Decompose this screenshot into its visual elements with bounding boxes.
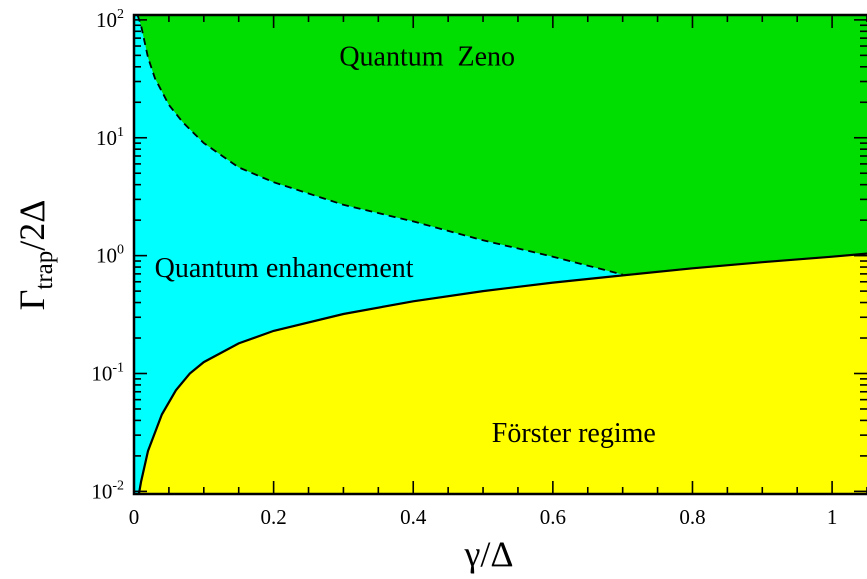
x-tick-label: 0.4 (400, 505, 427, 529)
y-tick-label: 10-2 (91, 478, 124, 503)
region-label: Quantum Zeno (339, 41, 515, 72)
region-label: Förster regime (492, 418, 656, 449)
y-tick-label-exponent: 2 (117, 7, 124, 22)
x-tick-label: 0 (129, 505, 140, 529)
y-tick-label: 102 (96, 7, 124, 32)
region-labels: Quantum Zeno Quantum enhancement Förster r… (155, 41, 656, 448)
y-tick-label-exponent: -1 (112, 361, 124, 376)
x-tick-label: 0.2 (260, 505, 286, 529)
forster-region (138, 253, 867, 494)
x-tick-label: 0.6 (540, 505, 566, 529)
zeno-boundary-dashed-line (136, 15, 623, 276)
y-tick-label-base: 10 (91, 479, 112, 503)
y-axis-title: Γtrap/2Δ (12, 200, 58, 311)
y-tick-label-exponent: 0 (117, 243, 124, 258)
x-axis-title: γ/Δ (463, 534, 513, 574)
y-tick-label-exponent: -2 (112, 478, 124, 493)
y-tick-label-base: 10 (91, 362, 112, 386)
y-tick-label: 10-1 (91, 361, 124, 386)
plot-frame (132, 13, 867, 496)
y-tick-label-base: 10 (96, 244, 117, 268)
y-tick-label-exponent: 1 (117, 125, 124, 140)
curves-layer (136, 15, 867, 494)
forster-boundary-line (137, 252, 867, 494)
y-tick-label-base: 10 (96, 8, 117, 32)
y-axis-title-sub: trap (31, 251, 58, 290)
y-tick-label: 101 (96, 125, 124, 150)
y-axis-title-rest: /2Δ (12, 200, 52, 251)
x-tick-label: 1 (827, 505, 838, 529)
axis-ticks (133, 15, 867, 494)
enhancement-region (134, 15, 623, 494)
regions-layer (134, 15, 867, 494)
x-tick-label: 0.8 (679, 505, 705, 529)
plot-border (132, 13, 867, 496)
y-tick-label: 100 (96, 243, 124, 268)
y-tick-label-base: 10 (96, 126, 117, 150)
region-label: Quantum enhancement (155, 253, 414, 284)
y-axis-title-main: Γ (12, 290, 52, 311)
